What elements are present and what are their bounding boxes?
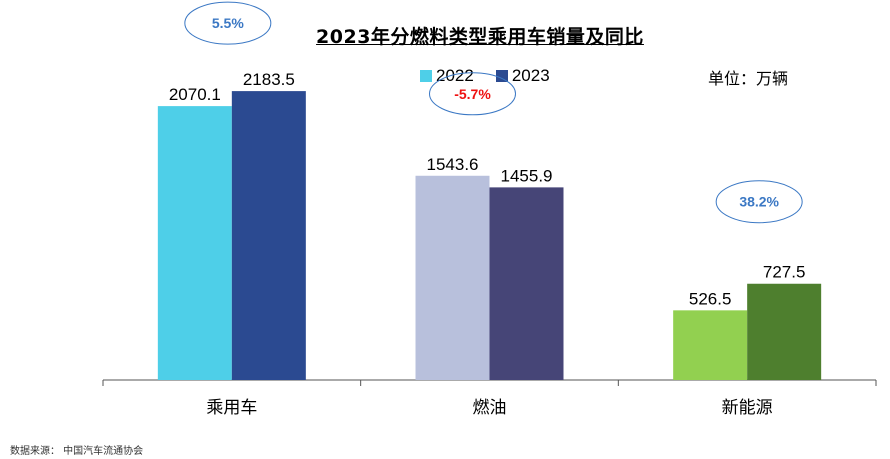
growth-label: 38.2% [739,194,779,210]
x-tick-label: 乘用车 [206,398,257,418]
x-tick-label: 新能源 [722,398,773,418]
legend-item-2022: 2022 [420,66,474,86]
legend-swatch-2023 [495,70,508,82]
data-label: 727.5 [763,263,806,282]
source-label: 数据来源： 中国汽车流通协会 [10,446,144,457]
bar-2023-1 [489,187,564,380]
legend-label-2023: 2023 [511,66,550,85]
growth-ellipse [715,180,803,224]
x-tick-label: 燃油 [473,398,507,418]
bar-2022-0 [157,106,232,380]
growth-ellipse [184,1,272,45]
unit-label: 单位：万辆 [708,69,789,88]
data-label: 1543.6 [427,155,479,174]
legend-swatch-2022 [420,70,432,82]
chart-legend: 2022 2023 [420,66,550,86]
bar-2023-2 [747,283,822,380]
growth-label: -5.7% [454,86,491,102]
chart-title: 2023年分燃料类型乘用车销量及同比 [316,26,644,48]
data-label: 2183.5 [243,70,295,89]
growth-label: 5.5% [212,15,244,31]
bar-2022-1 [415,175,490,380]
growth-ellipse [429,72,516,116]
bar-2023-0 [231,91,306,381]
data-label: 2070.1 [169,85,221,104]
legend-item-2023: 2023 [495,66,550,86]
bar-2022-2 [673,310,748,380]
data-label: 1455.9 [501,166,553,185]
data-label: 526.5 [689,289,732,308]
legend-label-2022: 2022 [436,66,474,85]
